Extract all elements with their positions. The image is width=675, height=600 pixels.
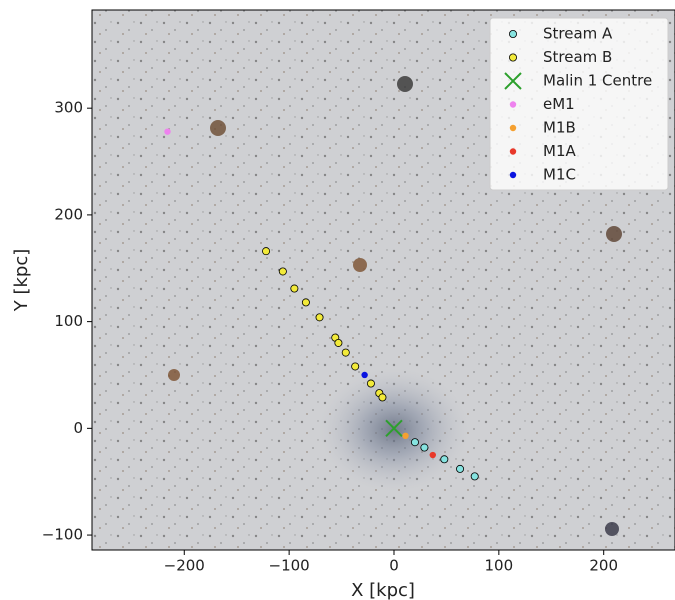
point — [262, 247, 271, 256]
legend-label: M1C — [543, 166, 576, 184]
point — [164, 128, 171, 135]
x-tick-label: −100 — [269, 557, 310, 575]
y-tick-label: 100 — [54, 312, 83, 330]
x-tick-label: 200 — [589, 557, 618, 575]
point — [290, 284, 299, 293]
point — [315, 313, 324, 322]
y-tick-label: 0 — [73, 419, 83, 437]
legend-marker — [508, 53, 517, 62]
point — [361, 371, 368, 379]
legend-marker — [509, 124, 517, 132]
point — [341, 348, 350, 357]
x-axis-label: X [kpc] — [351, 580, 415, 600]
legend-label: Malin 1 Centre — [543, 72, 652, 90]
point — [278, 267, 287, 276]
y-tick-label: 300 — [54, 99, 83, 117]
legend-label: Stream B — [543, 48, 612, 66]
point — [440, 455, 449, 464]
galaxy — [319, 368, 469, 492]
point — [385, 419, 403, 438]
y-tick-label: −100 — [42, 526, 83, 544]
legend-marker — [509, 101, 517, 108]
legend-label: M1B — [543, 119, 576, 137]
point — [402, 432, 409, 440]
x-tick-label: 0 — [389, 557, 399, 575]
star — [353, 258, 367, 272]
x-tick-label: −200 — [164, 557, 205, 575]
point — [351, 362, 360, 371]
legend: Stream A Stream B Malin 1 Centre eM1 M1B M1A M… — [489, 17, 669, 191]
point — [429, 451, 436, 459]
point — [470, 472, 479, 481]
star — [397, 76, 413, 92]
x-tick-label: 100 — [485, 557, 514, 575]
star — [605, 522, 619, 536]
star — [606, 226, 622, 242]
legend-box — [489, 17, 669, 191]
legend-label: M1A — [543, 142, 576, 160]
point — [378, 393, 387, 402]
star — [210, 120, 226, 136]
y-axis-label: Y [kpc] — [11, 249, 32, 313]
legend-label: Stream A — [543, 25, 613, 43]
legend-marker — [508, 29, 517, 38]
point — [420, 443, 429, 452]
point — [456, 464, 465, 473]
y-tick-label: 200 — [54, 205, 83, 223]
point — [366, 379, 375, 388]
legend-marker — [509, 148, 517, 155]
point — [334, 338, 343, 347]
star — [168, 369, 180, 381]
plot-frame — [91, 9, 675, 551]
legend-label: eM1 — [543, 95, 575, 113]
point — [410, 438, 419, 447]
point — [301, 298, 310, 307]
legend-marker — [509, 171, 517, 179]
legend-marker — [504, 72, 522, 90]
